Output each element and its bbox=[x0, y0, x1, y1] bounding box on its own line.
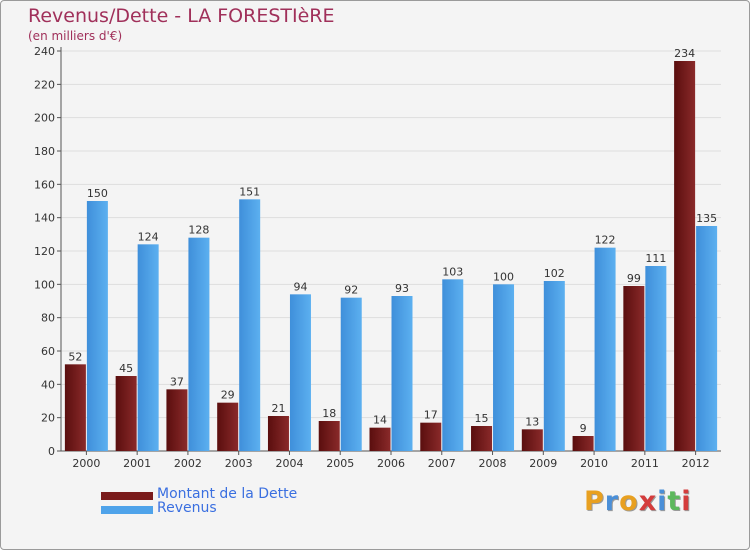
bar-revenue bbox=[391, 296, 413, 451]
bar-debt bbox=[572, 436, 594, 451]
y-tick-label: 240 bbox=[34, 45, 55, 58]
x-tick-label: 2011 bbox=[631, 457, 659, 470]
y-tick-label: 80 bbox=[41, 312, 55, 325]
y-tick-label: 200 bbox=[34, 112, 55, 125]
y-tick-label: 100 bbox=[34, 278, 55, 291]
x-tick-label: 2001 bbox=[123, 457, 151, 470]
bar-revenue bbox=[543, 281, 565, 451]
bar-revenue bbox=[594, 247, 616, 451]
chart-subtitle: (en milliers d'€) bbox=[28, 29, 123, 43]
legend-label-revenue: Revenus bbox=[157, 500, 217, 516]
data-label-revenue: 122 bbox=[595, 234, 616, 247]
axes: 0 20 40 60 80 100 120 140 160 180 200 220 240 2000 200… bbox=[34, 45, 721, 470]
chart-title: Revenus/Dette - LA FORESTIèRE bbox=[28, 5, 335, 27]
bar-debt bbox=[420, 422, 442, 451]
logo-letter: i bbox=[657, 486, 668, 517]
y-tick-label: 60 bbox=[41, 345, 55, 358]
legend-swatch-revenue bbox=[101, 506, 153, 514]
data-label-debt: 21 bbox=[271, 402, 285, 415]
logo-letter: P bbox=[584, 486, 605, 517]
legend-swatch-debt bbox=[101, 492, 153, 500]
proxiti-logo: Proxiti bbox=[584, 486, 692, 517]
data-label-debt: 15 bbox=[475, 412, 489, 425]
logo-letter: t bbox=[667, 486, 682, 517]
data-label-debt: 234 bbox=[674, 47, 695, 60]
bar-debt bbox=[64, 364, 86, 451]
bar-debt bbox=[521, 429, 543, 451]
bar-revenue bbox=[137, 244, 159, 451]
y-tick-label: 220 bbox=[34, 78, 55, 91]
data-label-revenue: 111 bbox=[645, 252, 666, 265]
x-tick-label: 2009 bbox=[529, 457, 557, 470]
bar-revenue bbox=[493, 284, 515, 451]
data-label-revenue: 102 bbox=[544, 267, 565, 280]
bar-debt bbox=[267, 416, 289, 451]
bar-revenue bbox=[645, 266, 667, 451]
x-tick-label: 2000 bbox=[72, 457, 100, 470]
x-tick-label: 2003 bbox=[225, 457, 253, 470]
y-tick-label: 0 bbox=[48, 445, 55, 458]
data-label-revenue: 92 bbox=[344, 284, 358, 297]
data-label-revenue: 93 bbox=[395, 282, 409, 295]
bar-debt bbox=[166, 389, 188, 451]
data-label-debt: 18 bbox=[322, 407, 336, 420]
data-label-debt: 29 bbox=[221, 389, 235, 402]
y-tick-label: 160 bbox=[34, 178, 55, 191]
legend-label-debt: Montant de la Dette bbox=[157, 486, 298, 502]
bar-revenue bbox=[696, 226, 718, 451]
data-label-debt: 52 bbox=[68, 350, 82, 363]
data-label-revenue: 128 bbox=[188, 224, 209, 237]
data-label-revenue: 103 bbox=[442, 265, 463, 278]
bar-revenue bbox=[289, 294, 311, 451]
bar-debt bbox=[471, 426, 493, 451]
x-tick-label: 2012 bbox=[682, 457, 710, 470]
bar-revenue bbox=[86, 201, 108, 451]
bar-revenue bbox=[340, 297, 362, 451]
bar-debt bbox=[674, 61, 696, 451]
bars bbox=[64, 61, 718, 451]
data-label-debt: 14 bbox=[373, 414, 387, 427]
bar-debt bbox=[115, 376, 137, 451]
data-label-debt: 37 bbox=[170, 375, 184, 388]
y-tick-label: 20 bbox=[41, 412, 55, 425]
bar-debt bbox=[217, 402, 239, 451]
data-label-debt: 9 bbox=[580, 422, 587, 435]
data-label-revenue: 100 bbox=[493, 270, 514, 283]
logo-letter: x bbox=[638, 486, 658, 517]
x-tick-label: 2002 bbox=[174, 457, 202, 470]
x-tick-label: 2007 bbox=[428, 457, 456, 470]
bar-revenue bbox=[239, 199, 261, 451]
y-tick-label: 180 bbox=[34, 145, 55, 158]
logo-letter: i bbox=[681, 486, 692, 517]
x-tick-label: 2005 bbox=[326, 457, 354, 470]
data-label-revenue: 151 bbox=[239, 185, 260, 198]
bar-debt bbox=[623, 286, 645, 451]
y-tick-label: 140 bbox=[34, 212, 55, 225]
bar-revenue bbox=[188, 237, 210, 451]
x-tick-label: 2008 bbox=[479, 457, 507, 470]
logo-letter: r bbox=[604, 486, 620, 517]
y-tick-label: 120 bbox=[34, 245, 55, 258]
grid-lines bbox=[61, 50, 721, 452]
data-label-debt: 45 bbox=[119, 362, 133, 375]
data-label-debt: 17 bbox=[424, 409, 438, 422]
bar-revenue bbox=[442, 279, 464, 451]
data-labels: 52 150 45 124 37 128 29 151 21 94 18 92 14 93 17 103 15 1… bbox=[68, 47, 717, 435]
bar-debt bbox=[369, 427, 391, 451]
logo-letter: o bbox=[619, 486, 639, 517]
data-label-revenue: 94 bbox=[293, 280, 307, 293]
x-tick-label: 2010 bbox=[580, 457, 608, 470]
bar-debt bbox=[318, 421, 340, 451]
data-label-debt: 13 bbox=[525, 415, 539, 428]
x-tick-label: 2006 bbox=[377, 457, 405, 470]
x-tick-label: 2004 bbox=[275, 457, 303, 470]
data-label-debt: 99 bbox=[627, 272, 641, 285]
data-label-revenue: 124 bbox=[138, 230, 159, 243]
data-label-revenue: 150 bbox=[87, 187, 108, 200]
data-label-revenue: 135 bbox=[696, 212, 717, 225]
y-tick-label: 40 bbox=[41, 378, 55, 391]
